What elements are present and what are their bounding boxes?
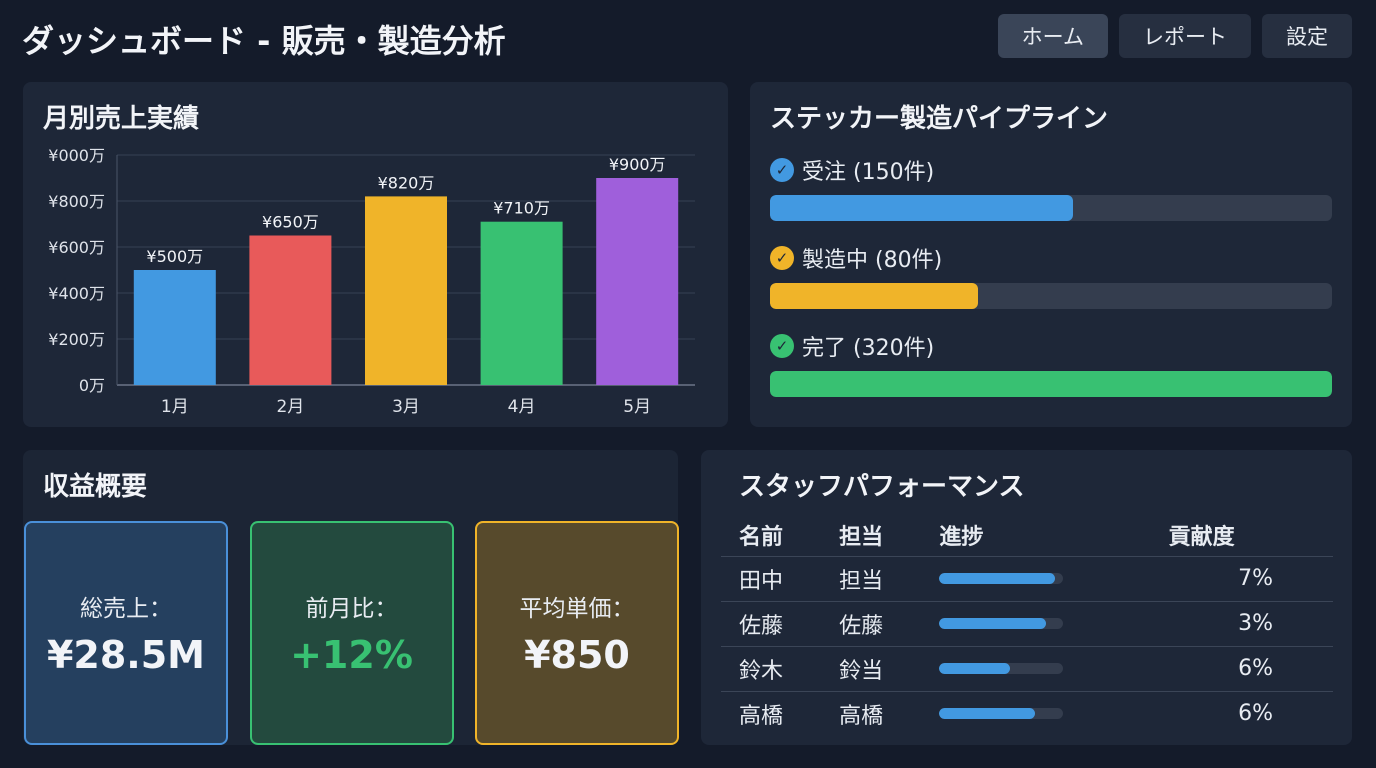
kpi-label: 前月比：	[305, 596, 398, 622]
staff-contribution: 3%	[1150, 601, 1333, 647]
kpi-value: ¥28.5M	[46, 633, 205, 677]
pipeline-title: ステッカー製造パイプライン	[770, 104, 1109, 134]
check-circle-icon: ✓	[770, 334, 794, 358]
bar-3	[365, 196, 447, 385]
progress-fill	[770, 283, 978, 309]
kpi-label: 総売上：	[80, 596, 172, 622]
bar-1	[133, 270, 216, 385]
kpi-value: +12%	[290, 633, 413, 677]
table-row: 佐藤 佐藤 3%	[721, 601, 1333, 647]
page-title: ダッシュボード - 販売・製造分析	[22, 22, 506, 60]
x-tick-label: 5月	[623, 397, 651, 417]
progress-fill	[939, 618, 1046, 629]
sales-bar-chart: 0万 ¥200万 ¥400万 ¥600万 ¥800万 ¥000万 ¥500万 1月 ¥650万 2…	[48, 146, 695, 417]
progress-fill	[939, 573, 1055, 584]
staff-role: 鈴当	[821, 646, 922, 692]
nav-settings-button[interactable]: 設定	[1262, 14, 1352, 58]
pipeline-stage-label: ✓ 製造中 (80件)	[770, 242, 942, 274]
stage-label-text: 受注 (150件)	[802, 160, 935, 185]
progress-fill	[770, 371, 1332, 397]
bar-5	[596, 178, 679, 385]
y-tick-label: ¥800万	[48, 192, 105, 211]
staff-role: 高橋	[839, 703, 884, 729]
x-tick-label: 3月	[392, 397, 420, 417]
col-progress: 進捗	[921, 514, 1151, 557]
y-tick-label: 0万	[79, 376, 105, 395]
staff-name: 田中	[721, 556, 822, 602]
staff-name: 佐藤	[721, 601, 822, 647]
sales-chart-title: 月別売上実績	[43, 104, 200, 134]
top-nav: ホーム レポート 設定	[997, 14, 1352, 58]
check-circle-icon: ✓	[770, 246, 794, 270]
pipeline-stage-label: ✓ 受注 (150件)	[770, 154, 934, 186]
x-tick-label: 4月	[508, 397, 536, 417]
kpi-card: 平均単価： ¥850	[475, 521, 679, 745]
progress-fill	[770, 195, 1074, 221]
x-tick-label: 2月	[276, 397, 304, 417]
kpi-card: 前月比： +12%	[249, 521, 454, 745]
pipeline-progress-bar	[770, 195, 1332, 221]
y-tick-label: ¥200万	[48, 330, 105, 349]
staff-role: 担当	[821, 556, 922, 602]
staff-contribution: 6%	[1150, 646, 1333, 692]
nav-home-button[interactable]: ホーム	[997, 14, 1108, 58]
bar-4	[480, 221, 563, 385]
pipeline-progress-bar	[770, 283, 1332, 309]
pipeline-progress-bar	[770, 371, 1332, 397]
stage-label-text: 完了 (320件)	[802, 336, 935, 361]
progress-fill	[939, 708, 1035, 720]
y-tick-label: ¥000万	[48, 146, 105, 165]
table-row: 田中 担当 7%	[721, 556, 1333, 602]
table-row: 鈴木 鈴当 6%	[721, 646, 1333, 692]
kpi-value: ¥850	[524, 633, 630, 677]
staff-progress-bar	[939, 708, 1064, 720]
bar-2	[249, 235, 332, 385]
check-circle-icon: ✓	[770, 158, 794, 182]
bar-data-label: ¥500万	[146, 247, 203, 266]
nav-report-button[interactable]: レポート	[1119, 14, 1251, 58]
col-name: 名前	[721, 514, 822, 557]
staff-contribution: 7%	[1150, 556, 1333, 602]
progress-fill	[939, 663, 1010, 674]
staff-name: 高橋	[739, 703, 784, 729]
bar-data-label: ¥650万	[262, 213, 319, 232]
revenue-title: 収益概要	[43, 472, 148, 502]
col-role: 担当	[821, 514, 922, 557]
staff-progress-bar	[939, 618, 1064, 629]
col-contribution: 貢献度	[1150, 514, 1333, 557]
pipeline-stage-label: ✓ 完了 (320件)	[770, 330, 934, 362]
y-tick-label: ¥400万	[48, 284, 105, 303]
sales-chart-card: 月別売上実績 0万 ¥200万 ¥400万 ¥600万 ¥800万 ¥000万 ¥500万 1…	[23, 82, 728, 427]
staff-role: 佐藤	[821, 601, 922, 647]
staff-title: スタッフパフォーマンス	[739, 472, 1025, 502]
table-row: 高橋 高橋 6%	[721, 691, 1333, 736]
staff-progress-bar	[939, 573, 1064, 584]
bar-data-label: ¥900万	[609, 155, 666, 174]
staff-card: スタッフパフォーマンス 名前 担当 進捗 貢献度 田中 担当 7% 佐藤 佐藤 3% 鈴木鈴…	[701, 450, 1352, 745]
revenue-card: 収益概要 総売上： ¥28.5M 前月比： +12% 平均単価： ¥850	[23, 450, 679, 745]
y-tick-label: ¥600万	[48, 238, 105, 257]
bar-data-label: ¥710万	[493, 199, 550, 218]
staff-table: 名前 担当 進捗 貢献度 田中 担当 7% 佐藤 佐藤 3% 鈴木 鈴当 6% 高橋 高橋 6%	[721, 514, 1333, 736]
pipeline-card: ステッカー製造パイプライン ✓ 受注 (150件) ✓ 製造中 (80件) ✓ 完了 …	[750, 82, 1352, 427]
kpi-card: 総売上： ¥28.5M	[24, 521, 228, 745]
bar-data-label: ¥820万	[378, 173, 435, 192]
kpi-label: 平均単価：	[519, 596, 635, 622]
stage-label-text: 製造中 (80件)	[802, 248, 943, 273]
staff-contribution: 6%	[1238, 701, 1273, 727]
staff-progress-bar	[939, 663, 1064, 674]
staff-name: 鈴木	[721, 646, 822, 692]
x-tick-label: 1月	[161, 397, 189, 417]
